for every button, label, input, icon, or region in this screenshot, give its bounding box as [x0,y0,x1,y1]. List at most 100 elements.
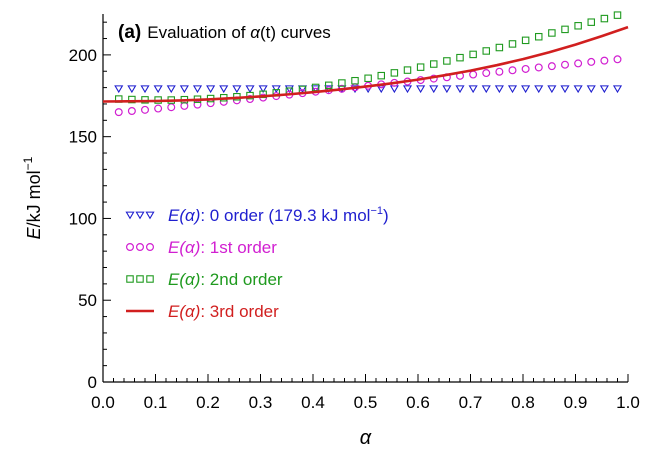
first-order-legend-marker [136,243,145,252]
second-order-point [443,57,451,65]
zero-order-point [402,85,413,94]
second-order-point [338,79,346,87]
x-tick-label: 0.7 [459,393,483,412]
second-order-point [534,32,543,41]
first-order-legend-marker [146,243,155,252]
first-order-point [508,66,517,75]
first-order-point [534,63,543,72]
title-rest: (t) curves [260,23,331,42]
zero-order-point [114,85,124,94]
second-order-point [574,22,582,30]
first-order-point [482,69,491,78]
y-axis-title: E/kJ mol−1 [21,156,44,239]
second-order-point [587,18,595,26]
zero-order-point [284,85,294,94]
zero-order-point [534,85,544,94]
zero-order-point [481,85,491,94]
second-order-point [456,53,464,62]
y-tick-label: 150 [69,128,97,147]
second-order-point [521,36,530,45]
second-order-point [377,71,385,80]
zero-order-point [547,85,557,94]
x-tick-label: 0.3 [249,393,273,412]
legend-text: : 0 order (179.3 kJ mol [200,206,370,225]
legend-var: E(α) [168,206,200,225]
x-tick-label: 0.0 [91,393,115,412]
legend-text: : 3rd order [200,302,279,321]
first-order-point [141,105,150,114]
first-order-point [193,100,202,109]
second-order-point [390,69,399,77]
title-main: Evaluation of [147,23,250,42]
x-tick-label: 1.0 [616,393,640,412]
y-tick-label: 200 [69,46,97,65]
first-order-legend-marker [125,243,134,252]
legend-text: : 2nd order [200,270,283,289]
x-tick-label: 0.8 [511,393,535,412]
second-order-point [351,76,359,85]
zero-order-point [442,85,452,94]
first-order-point [167,103,176,112]
legend-sup: −1 [370,205,383,217]
title-var: α [250,23,261,42]
second-order-point [416,63,425,71]
zero-order-point [586,85,596,94]
first-order-point [613,55,622,64]
zero-order-point [232,85,242,94]
zero-order-point [468,85,478,94]
second-order-legend-label: E(α): 2nd order [168,270,283,289]
second-order-point [561,25,569,34]
y-tick-label: 0 [88,373,97,392]
zero-order-point [455,85,465,94]
y-axis-title-unit: /kJ mol [24,170,44,227]
y-tick-label: 100 [69,209,97,228]
chart-title: (a) Evaluation of α(t) curves [118,22,331,43]
second-order-point [128,95,136,104]
zero-order-legend-marker [135,211,145,220]
zero-order-point [140,85,150,94]
zero-order-point [612,85,623,94]
second-order-point [495,43,504,52]
y-tick-label: 50 [78,291,97,310]
zero-order-point [153,85,163,94]
zero-order-point [206,85,216,94]
legend-tail: ) [383,206,389,225]
zero-order-point [192,85,203,94]
zero-order-point [127,85,137,94]
second-order-legend-marker [136,275,144,283]
zero-order-legend-marker [145,211,155,220]
third-order-legend-label: E(α): 3rd order [168,302,279,321]
first-order-point [206,99,215,108]
x-tick-label: 0.6 [406,393,430,412]
zero-order-legend-marker [125,211,135,220]
zero-order-point [599,85,609,94]
second-order-point [403,66,412,74]
zero-order-point [494,85,504,94]
legend-var: E(α) [168,302,200,321]
first-order-point [521,64,530,73]
zero-order-point [416,85,426,94]
first-order-point [180,101,189,110]
third-order-line [102,25,629,103]
x-tick-label: 0.5 [354,393,378,412]
second-order-point [364,74,372,83]
second-order-point [324,81,333,90]
zero-order-point [271,85,281,94]
x-tick-label: 0.9 [564,393,588,412]
second-order-point [548,29,556,37]
second-order-legend-marker [126,275,134,283]
first-order-point [469,70,478,79]
legend-text: : 1st order [200,238,277,257]
second-order-point [469,50,477,59]
zero-order-point [258,85,268,94]
zero-order-legend-label: E(α): 0 order (179.3 kJ mol−1) [168,205,389,225]
y-axis-title-var: E [24,226,44,239]
first-order-point [127,106,136,115]
zero-order-point [429,85,439,94]
second-order-point [429,60,438,68]
first-order-legend-label: E(α): 1st order [168,238,277,257]
zero-order-point [245,85,255,94]
first-order-point [574,59,583,68]
second-order-point [508,40,517,48]
second-order-point [482,47,490,55]
